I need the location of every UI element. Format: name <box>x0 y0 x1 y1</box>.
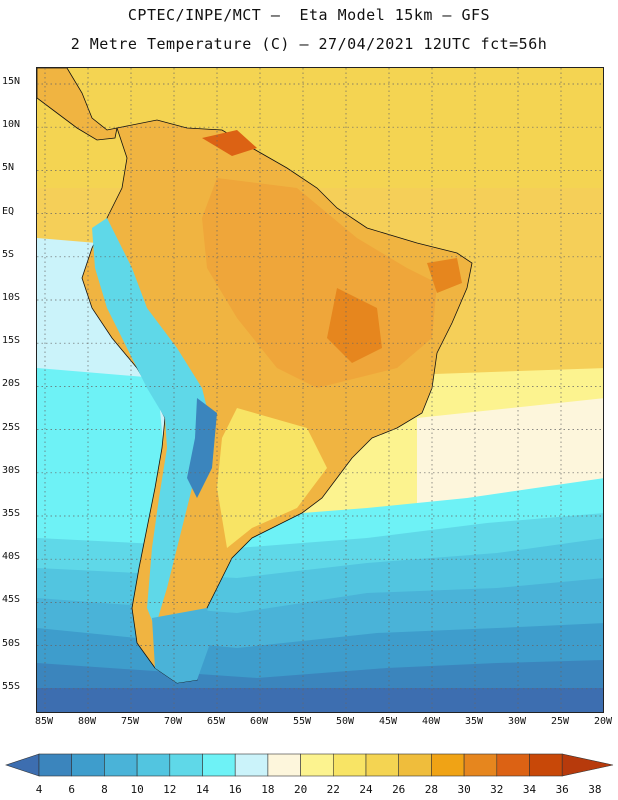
longitude-label: 55W <box>287 716 317 727</box>
longitude-label: 65W <box>201 716 231 727</box>
longitude-label: 50W <box>330 716 360 727</box>
latitude-label: 50S <box>2 638 34 649</box>
latitude-label: 55S <box>2 681 34 692</box>
colorbar-swatch <box>530 754 563 776</box>
map-title-line-2: 2 Metre Temperature (C) – 27/04/2021 12U… <box>0 35 618 53</box>
latitude-label: 10N <box>2 119 34 130</box>
colorbar-level-label: 12 <box>158 783 182 796</box>
colorbar-level-label: 16 <box>223 783 247 796</box>
longitude-label: 45W <box>373 716 403 727</box>
longitude-label: 20W <box>588 716 618 727</box>
colorbar-arrow-right <box>562 754 613 776</box>
colorbar-swatches <box>6 754 613 776</box>
longitude-label: 85W <box>29 716 59 727</box>
colorbar-level-label: 32 <box>485 783 509 796</box>
longitude-label: 40W <box>416 716 446 727</box>
latitude-label: 25S <box>2 422 34 433</box>
colorbar-level-label: 4 <box>27 783 51 796</box>
colorbar-swatch <box>235 754 268 776</box>
colorbar-swatch <box>497 754 530 776</box>
colorbar-level-label: 8 <box>92 783 116 796</box>
colorbar-swatch <box>333 754 366 776</box>
colorbar-level-label: 28 <box>419 783 443 796</box>
latitude-label: 15N <box>2 76 34 87</box>
longitude-label: 25W <box>545 716 575 727</box>
latitude-label: 45S <box>2 594 34 605</box>
colorbar-swatch <box>39 754 72 776</box>
latitude-label: 40S <box>2 551 34 562</box>
colorbar-level-label: 10 <box>125 783 149 796</box>
south-band-4 <box>37 688 604 713</box>
colorbar-level-label: 34 <box>518 783 542 796</box>
map-panel <box>36 67 604 713</box>
colorbar-level-label: 38 <box>583 783 607 796</box>
colorbar-swatch <box>137 754 170 776</box>
colorbar-arrow-left <box>6 754 39 776</box>
latitude-label: 20S <box>2 378 34 389</box>
map-title-line-1: CPTEC/INPE/MCT – Eta Model 15km – GFS <box>0 6 618 24</box>
colorbar-level-label: 20 <box>289 783 313 796</box>
colorbar-swatch <box>72 754 105 776</box>
latitude-label: 35S <box>2 508 34 519</box>
colorbar-swatch <box>464 754 497 776</box>
colorbar-swatch <box>399 754 432 776</box>
colorbar-swatch <box>268 754 301 776</box>
longitude-label: 70W <box>158 716 188 727</box>
latitude-label: 30S <box>2 465 34 476</box>
longitude-label: 80W <box>72 716 102 727</box>
colorbar-swatch <box>170 754 203 776</box>
latitude-label: 5S <box>2 249 34 260</box>
colorbar-level-label: 22 <box>321 783 345 796</box>
longitude-label: 75W <box>115 716 145 727</box>
colorbar-level-label: 14 <box>191 783 215 796</box>
colorbar-level-label: 24 <box>354 783 378 796</box>
temperature-map <box>37 68 604 713</box>
latitude-label: 5N <box>2 162 34 173</box>
colorbar-level-label: 18 <box>256 783 280 796</box>
longitude-label: 35W <box>459 716 489 727</box>
latitude-label: 15S <box>2 335 34 346</box>
colorbar-swatch <box>203 754 236 776</box>
colorbar-swatch <box>301 754 334 776</box>
colorbar-swatch <box>431 754 464 776</box>
colorbar-level-label: 36 <box>550 783 574 796</box>
colorbar-level-label: 6 <box>60 783 84 796</box>
colorbar-swatch <box>104 754 137 776</box>
colorbar-level-label: 30 <box>452 783 476 796</box>
latitude-label: 10S <box>2 292 34 303</box>
colorbar-level-label: 26 <box>387 783 411 796</box>
longitude-label: 30W <box>502 716 532 727</box>
latitude-label: EQ <box>2 206 34 217</box>
longitude-label: 60W <box>244 716 274 727</box>
colorbar-swatch <box>366 754 399 776</box>
